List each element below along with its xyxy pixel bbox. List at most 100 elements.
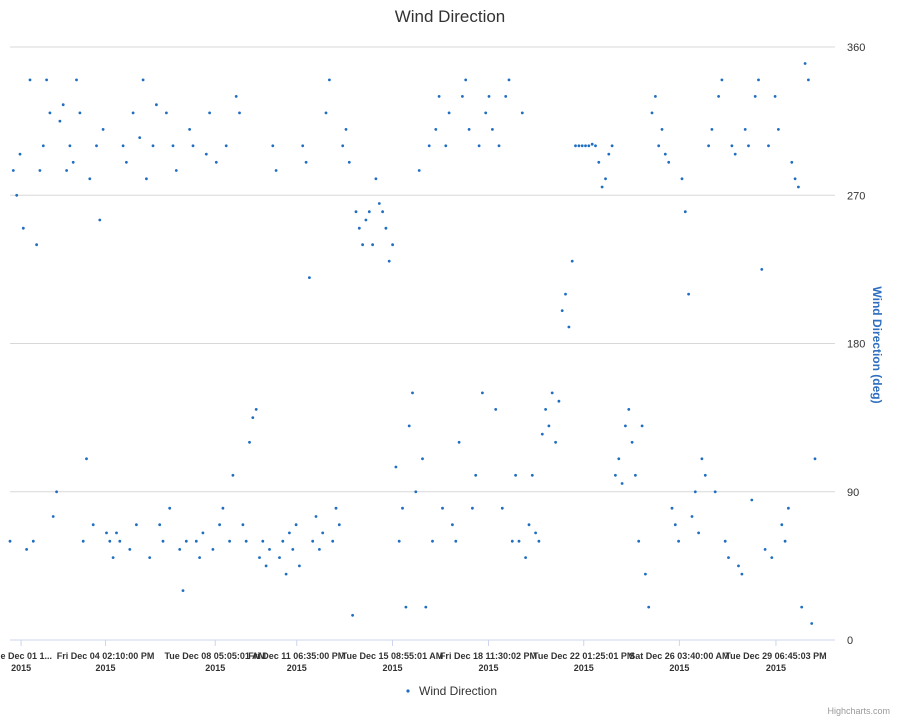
data-point <box>18 152 22 156</box>
data-point <box>454 539 458 543</box>
x-tick-label: Tue Dec 22 01:25:01 PM <box>533 651 634 661</box>
data-point <box>45 78 48 82</box>
data-point <box>311 539 315 543</box>
data-point <box>620 482 624 485</box>
x-tick-label: Fri Dec 18 11:30:02 PM <box>440 651 537 661</box>
data-point <box>357 226 361 230</box>
data-point <box>703 473 707 477</box>
data-point <box>504 95 508 98</box>
data-point <box>793 177 797 181</box>
data-point <box>15 193 19 197</box>
legend-item-wind-direction[interactable]: Wind Direction <box>419 684 497 698</box>
data-point <box>807 78 810 82</box>
data-point <box>797 185 800 189</box>
data-point <box>740 572 744 576</box>
y-tick-label: 360 <box>847 42 865 54</box>
data-point <box>387 259 391 263</box>
data-point <box>693 490 697 494</box>
data-point <box>111 556 115 559</box>
data-point <box>118 539 122 543</box>
data-point <box>783 539 787 543</box>
data-point <box>554 440 557 444</box>
data-point <box>288 531 291 535</box>
data-point <box>687 292 690 296</box>
data-point <box>211 548 215 551</box>
scatter-points <box>8 62 817 625</box>
data-point <box>527 523 531 527</box>
data-point <box>281 539 285 543</box>
data-point <box>604 177 607 181</box>
data-point <box>697 531 700 535</box>
data-point <box>201 531 205 535</box>
data-point <box>590 142 594 146</box>
data-point <box>580 144 584 148</box>
data-point <box>730 144 734 148</box>
data-point <box>570 259 574 263</box>
data-point <box>597 160 601 164</box>
data-point <box>557 399 561 403</box>
data-point <box>640 424 644 428</box>
legend-marker <box>406 689 410 693</box>
data-point <box>654 95 657 98</box>
data-point <box>354 210 358 214</box>
data-point <box>634 473 637 477</box>
data-point <box>753 95 757 98</box>
data-point <box>161 539 165 543</box>
data-point <box>717 95 720 98</box>
x-tick-year: 2015 <box>478 663 498 673</box>
x-tick-year: 2015 <box>287 663 307 673</box>
data-point <box>437 95 441 98</box>
x-tick-label: Sat Dec 26 03:40:00 AM <box>629 651 729 661</box>
data-point <box>660 127 664 131</box>
data-point <box>188 127 192 131</box>
data-point <box>733 152 737 156</box>
data-point <box>391 243 394 247</box>
data-point <box>780 523 784 527</box>
data-point <box>228 539 232 543</box>
data-point <box>407 424 411 428</box>
data-point <box>367 210 371 214</box>
legend[interactable]: Wind Direction <box>406 684 497 698</box>
data-point <box>720 78 724 82</box>
data-point <box>560 309 564 312</box>
data-point <box>663 152 667 156</box>
data-point <box>667 160 671 164</box>
data-point <box>331 539 335 543</box>
data-point <box>710 127 714 131</box>
data-point <box>647 605 651 609</box>
data-point <box>328 78 331 82</box>
data-point <box>637 539 641 543</box>
data-point <box>191 144 195 148</box>
data-point <box>427 144 431 148</box>
data-point <box>337 523 341 527</box>
x-tick-label: Tue Dec 29 06:45:03 PM <box>725 651 826 661</box>
data-point <box>231 473 235 477</box>
data-point <box>35 243 38 247</box>
data-point <box>524 556 527 559</box>
data-point <box>461 95 464 98</box>
data-point <box>444 144 448 148</box>
data-point <box>308 276 311 279</box>
data-point <box>451 523 454 527</box>
data-point <box>673 523 677 527</box>
data-point <box>364 218 368 222</box>
data-point <box>221 506 225 510</box>
data-point <box>813 457 817 461</box>
data-point <box>630 440 634 444</box>
data-point <box>95 144 98 148</box>
data-point <box>477 144 481 148</box>
data-point <box>41 144 45 148</box>
data-point <box>683 210 687 214</box>
data-point <box>128 548 132 551</box>
data-point <box>417 169 421 172</box>
data-point <box>767 144 770 148</box>
data-point <box>151 144 155 148</box>
data-point <box>497 144 501 148</box>
data-point <box>65 169 68 172</box>
data-point <box>324 111 328 115</box>
data-point <box>204 152 208 156</box>
data-point <box>48 111 52 115</box>
data-point <box>341 144 345 148</box>
highcharts-credits[interactable]: Highcharts.com <box>827 706 890 716</box>
data-point <box>507 78 511 82</box>
